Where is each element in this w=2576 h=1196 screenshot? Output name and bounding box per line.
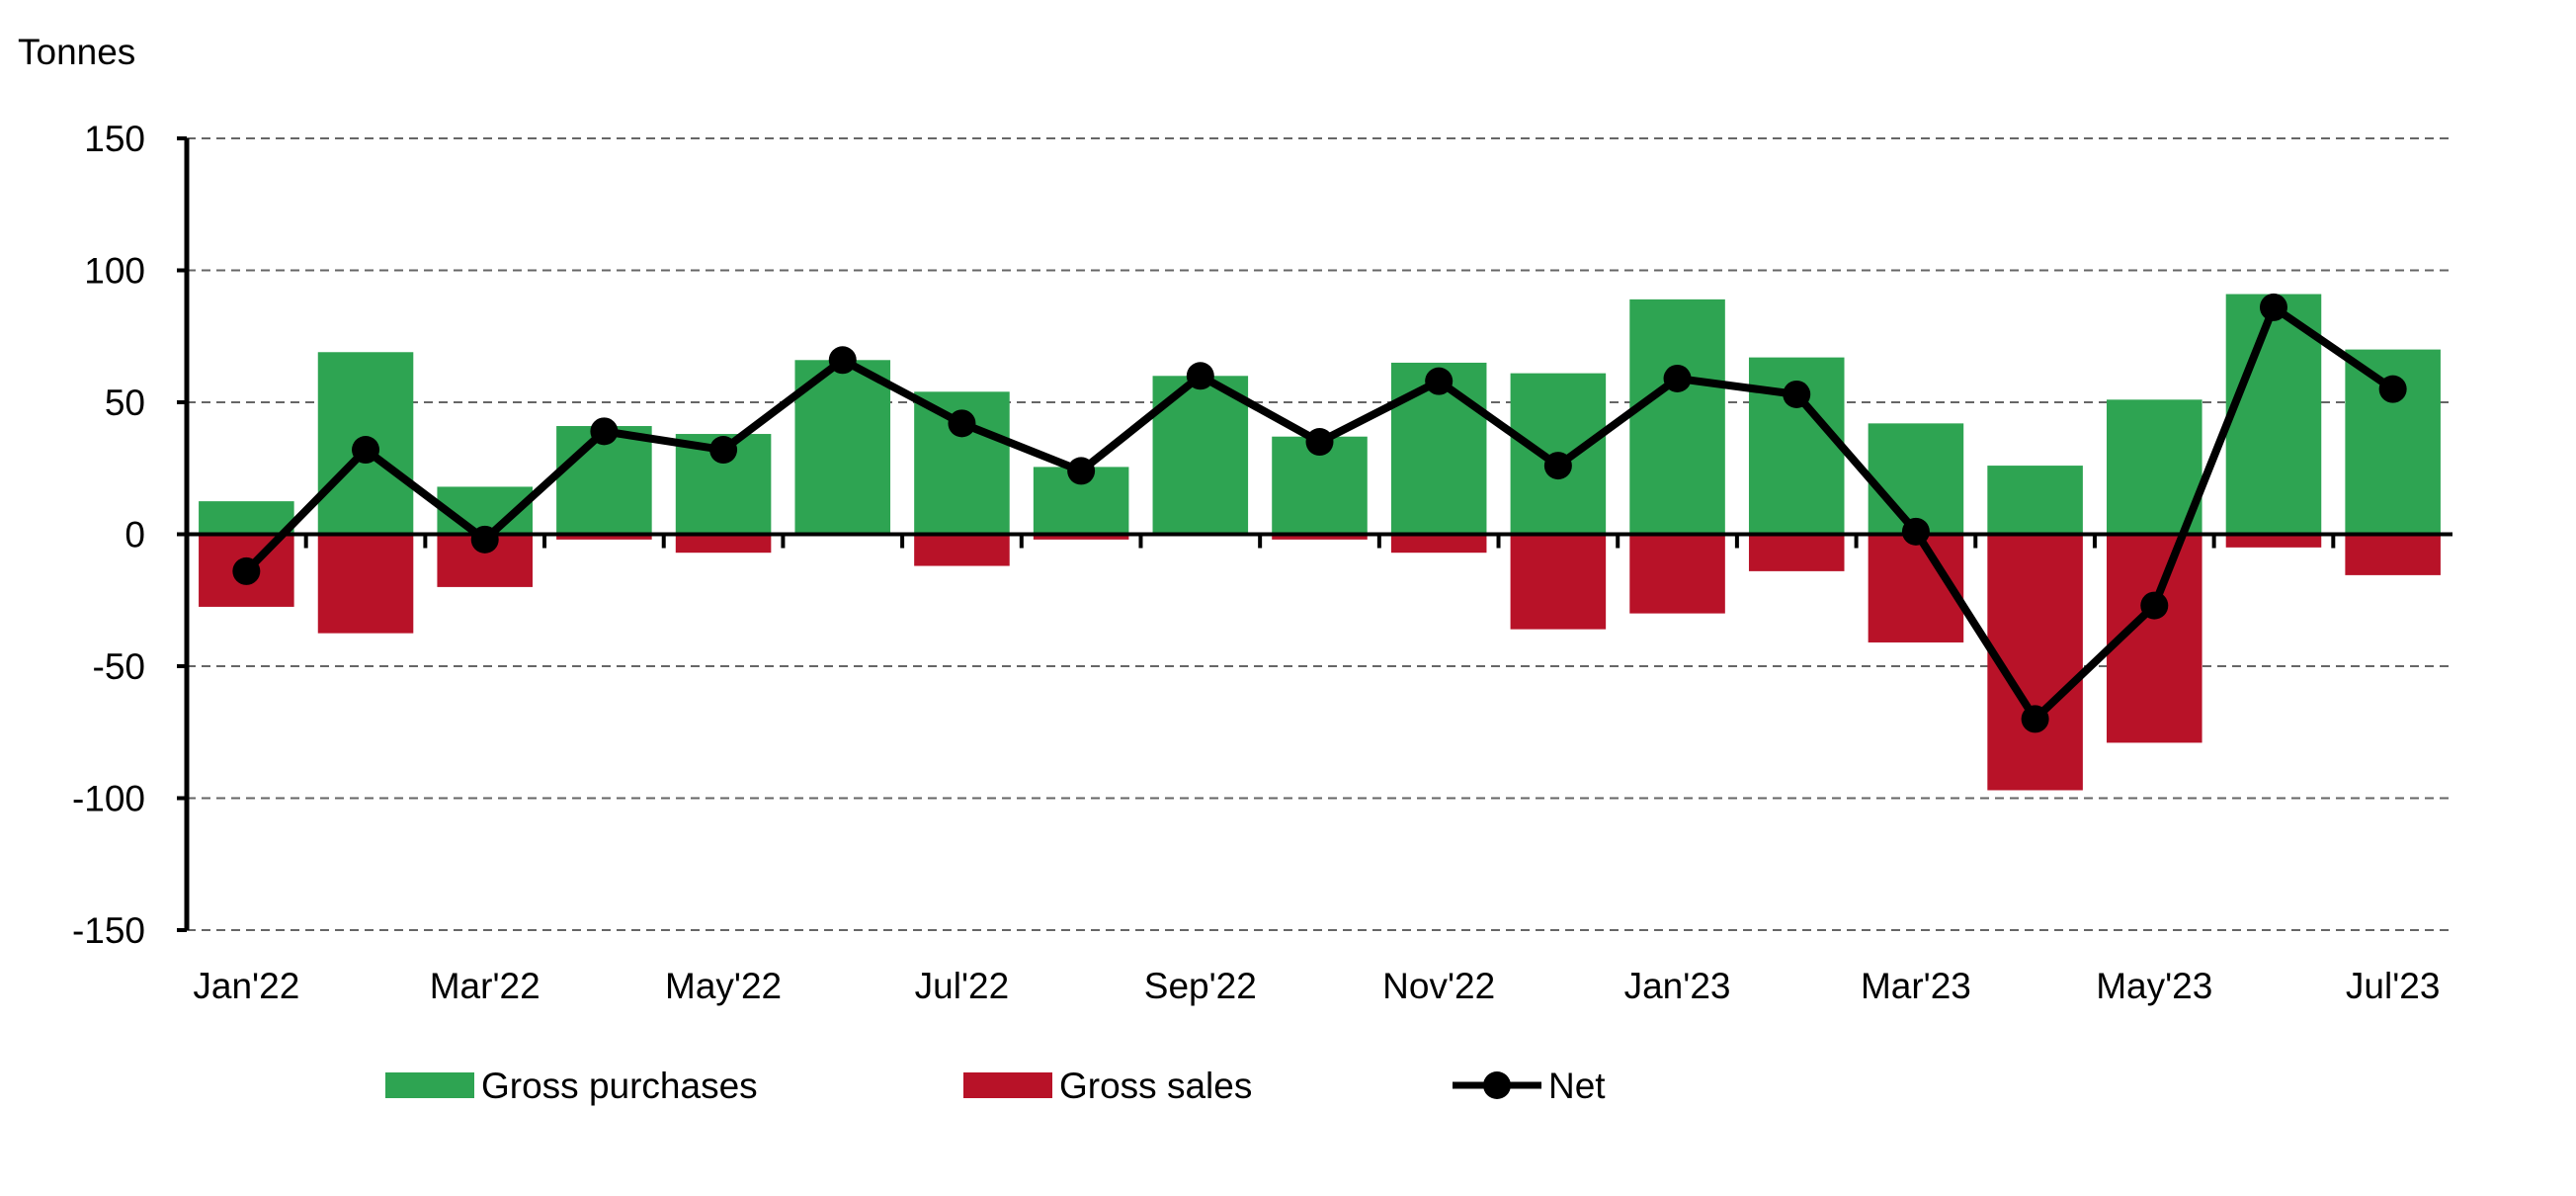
y-tick-label: -150 xyxy=(72,910,145,951)
x-tick-label: Jan'22 xyxy=(193,966,299,1006)
y-tick-label: 0 xyxy=(125,515,145,555)
legend-swatch xyxy=(385,1072,474,1098)
bar-gross-purchases xyxy=(199,501,294,535)
x-tick-label: Mar'22 xyxy=(430,966,540,1006)
net-point xyxy=(948,409,976,438)
bar-gross-purchases xyxy=(1629,299,1725,535)
net-point xyxy=(2259,293,2287,321)
net-point xyxy=(2140,591,2169,620)
x-tick-label: Jul'23 xyxy=(2346,966,2441,1006)
net-point xyxy=(1783,380,1811,408)
y-tick-label: 150 xyxy=(84,119,145,159)
x-tick-label: Sep'22 xyxy=(1144,966,1257,1006)
net-point xyxy=(828,346,857,375)
x-tick-label: Jan'23 xyxy=(1624,966,1731,1006)
bar-gross-sales xyxy=(1390,534,1487,554)
net-point xyxy=(709,436,738,465)
bar-gross-sales xyxy=(317,534,414,634)
bar-gross-sales xyxy=(2345,534,2441,575)
net-point xyxy=(352,436,380,465)
net-point xyxy=(1186,362,1214,390)
bar-gross-purchases xyxy=(794,360,891,535)
y-tick-label: 50 xyxy=(105,383,145,423)
bar-gross-sales xyxy=(1510,534,1607,630)
net-point xyxy=(232,556,261,585)
bar-gross-purchases xyxy=(1868,423,1964,535)
legend-marker xyxy=(1483,1071,1511,1099)
legend-label: Gross purchases xyxy=(481,1066,758,1106)
x-tick-label: Jul'22 xyxy=(915,966,1010,1006)
y-tick-label: -100 xyxy=(72,779,145,819)
net-point xyxy=(1543,452,1572,480)
bar-gross-sales xyxy=(1629,534,1725,614)
net-point xyxy=(1901,517,1930,546)
x-tick-label: Mar'23 xyxy=(1861,966,1971,1006)
net-point xyxy=(1305,428,1334,457)
y-tick-label: -50 xyxy=(93,646,145,687)
net-point xyxy=(2378,375,2407,403)
net-point xyxy=(2021,705,2049,733)
legend-swatch xyxy=(963,1072,1052,1098)
bar-gross-sales xyxy=(1033,534,1129,540)
bar-gross-sales xyxy=(1748,534,1845,571)
legend-label: Gross sales xyxy=(1059,1066,1252,1106)
x-tick-label: May'23 xyxy=(2096,966,2212,1006)
net-point xyxy=(1067,457,1096,485)
net-point xyxy=(1663,364,1692,392)
net-point xyxy=(1425,367,1454,395)
y-tick-label: 100 xyxy=(84,251,145,292)
x-tick-label: May'22 xyxy=(665,966,782,1006)
bar-gross-purchases xyxy=(1987,466,2083,535)
bar-gross-sales xyxy=(556,534,652,540)
bar-gross-purchases xyxy=(2225,294,2322,535)
net-point xyxy=(470,525,499,554)
legend-label: Net xyxy=(1548,1066,1606,1106)
bar-gross-sales xyxy=(675,534,772,554)
bar-gross-sales xyxy=(1272,534,1368,540)
bar-gross-sales xyxy=(2225,534,2322,548)
bar-gross-sales xyxy=(914,534,1010,566)
y-axis-label: Tonnes xyxy=(18,32,135,72)
x-tick-label: Nov'22 xyxy=(1382,966,1495,1006)
bar-gross-purchases xyxy=(2107,399,2202,535)
net-point xyxy=(590,417,619,446)
